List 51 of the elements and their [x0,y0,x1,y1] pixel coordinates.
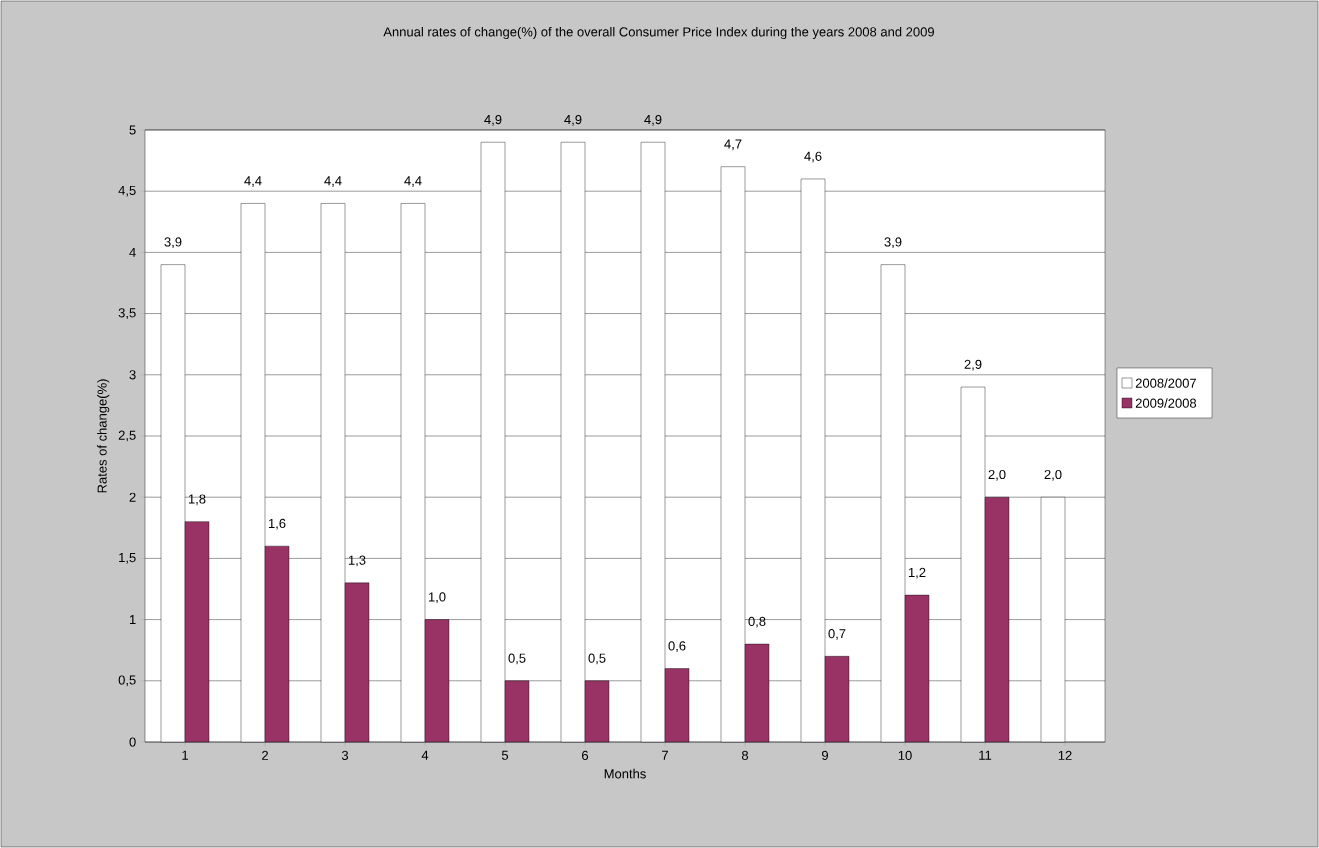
x-tick-label: 5 [501,750,509,760]
data-label: 1,0 [428,592,446,604]
y-tick-label: 3 [129,370,136,380]
data-label: 3,9 [164,237,182,249]
y-tick-label: 5 [129,125,136,135]
y-tick-label: 0,5 [118,675,136,687]
data-label: 4,9 [644,114,662,126]
y-tick-label: 4 [129,247,136,257]
data-label: 4,9 [564,114,582,126]
data-label: 3,9 [884,237,902,249]
y-tick-label: 4,5 [118,185,136,197]
data-label: 1,6 [268,518,286,530]
x-tick-label: 7 [662,750,668,760]
data-label: 2,9 [964,359,982,371]
x-tick-label: 6 [582,750,589,760]
x-tick-label: 8 [741,750,749,760]
legend-label: 2009/2008 [1135,398,1197,408]
data-label: 4,4 [324,176,342,187]
data-label: 0,5 [588,653,606,665]
data-label: 0,8 [748,616,766,628]
data-label: 4,9 [484,114,502,126]
x-tick-label: 10 [898,750,912,760]
data-label: 4,7 [724,139,742,151]
x-tick-label: 11 [979,750,992,760]
chart-title: Annual rates of change(%) of the overall Consumer Price Index during the years 2008 and 2009 [383,26,934,40]
data-label: 1,2 [908,567,926,579]
x-tick-label: 3 [341,750,349,760]
x-tick-label: 9 [822,750,829,760]
data-label: 4,4 [244,176,262,187]
data-label: 1,3 [348,555,366,567]
y-tick-label: 2 [129,492,136,502]
y-tick-label: 1,5 [119,553,136,564]
data-label: 4,4 [404,176,422,187]
x-axis-title: Months [604,768,646,779]
y-tick-label: 3,5 [118,308,136,319]
y-tick-label: 0 [129,737,136,747]
y-tick-label: 2,5 [118,430,136,442]
data-label: 0,7 [828,629,846,640]
legend-label: 2008/2007 [1135,378,1196,388]
data-label: 2,0 [1044,469,1062,481]
x-tick-label: 4 [421,750,429,760]
x-tick-label: 12 [1058,750,1072,760]
y-axis-title: Rates of change(%) [97,379,110,493]
data-label: 0,6 [668,641,686,653]
x-tick-label: 1 [182,750,188,760]
data-label: 0,5 [508,653,526,665]
data-label: 2,0 [988,469,1006,481]
data-label: 1,8 [188,494,206,506]
data-label: 4,6 [804,151,822,163]
x-tick-label: 2 [262,750,268,760]
y-tick-label: 1 [129,615,136,625]
